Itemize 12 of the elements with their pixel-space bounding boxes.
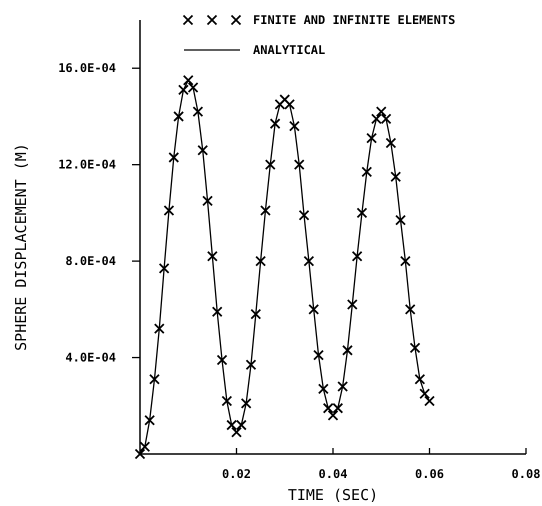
y-tick-label: 16.0E-04 [58, 61, 116, 76]
x-tick-label: 0.04 [318, 467, 348, 481]
legend-label: FINITE AND INFINITE ELEMENTS [253, 13, 456, 27]
y-tick-label: 12.0E-04 [58, 158, 116, 172]
y-tick-label: 4.0E-04 [65, 350, 116, 365]
legend-label: ANALYTICAL [253, 43, 326, 57]
x-axis-title: TIME (SEC) [288, 486, 378, 504]
x-tick-label: 0.08 [512, 467, 540, 481]
x-tick-label: 0.06 [415, 467, 444, 481]
y-axis-title: SPHERE DISPLACEMENT (M) [12, 143, 30, 351]
y-tick-label: 8.0E-04 [65, 254, 116, 268]
x-tick-label: 0.02 [222, 467, 251, 481]
